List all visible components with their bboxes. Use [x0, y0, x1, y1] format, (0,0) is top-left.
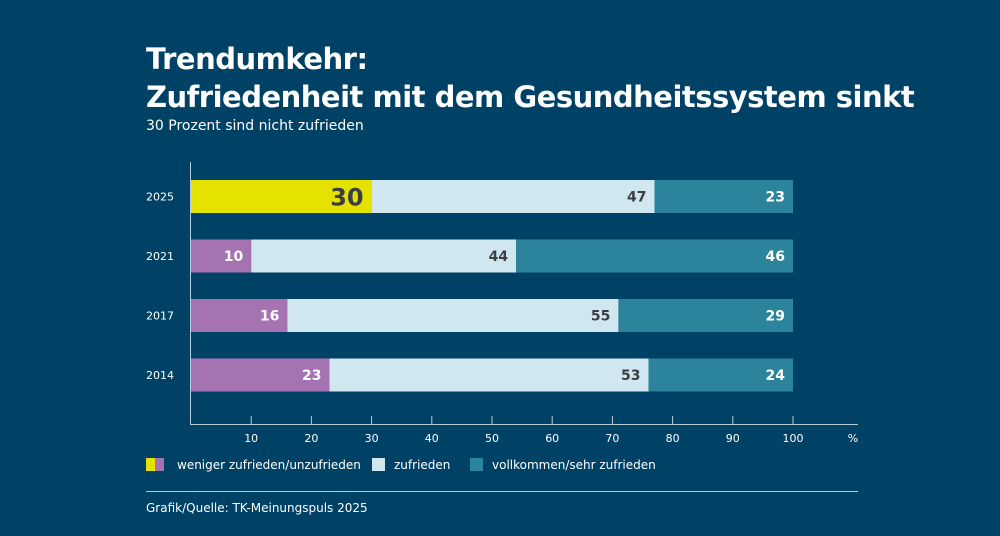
x-tick-label: 70	[605, 432, 619, 445]
legend-swatch	[470, 458, 483, 471]
data-label: 55	[591, 309, 610, 325]
x-tick-label: 80	[666, 432, 680, 445]
x-tick-label: 10	[244, 432, 258, 445]
data-label: 47	[627, 190, 646, 206]
data-label: 16	[260, 309, 279, 325]
legend-label: weniger zufrieden/unzufrieden	[177, 458, 361, 472]
data-label: 53	[621, 368, 640, 384]
category-label: 2025	[146, 191, 174, 204]
legend-label: zufrieden	[394, 458, 450, 472]
bar-segment	[648, 358, 793, 392]
data-label: 10	[224, 249, 244, 265]
bar-segment	[371, 180, 655, 213]
x-tick-label: 40	[425, 432, 439, 445]
bar-segment	[191, 239, 252, 273]
bar-segment	[618, 299, 793, 332]
legend-swatch	[155, 458, 164, 471]
data-label: 46	[766, 249, 785, 265]
bar-segment	[191, 358, 330, 392]
x-tick-label: 100	[783, 432, 804, 445]
bar-segment	[329, 358, 649, 392]
title-line-1: Trendumkehr:	[146, 42, 368, 76]
x-tick-label: 50	[485, 432, 499, 445]
category-label: 2017	[146, 310, 174, 323]
data-label: 23	[302, 368, 321, 384]
title-line-2: Zufriedenheit mit dem Gesundheitssystem …	[146, 80, 915, 114]
bar-segment	[654, 180, 793, 213]
bar-segment	[516, 239, 793, 273]
legend-swatch	[372, 458, 385, 471]
bar-segment	[251, 239, 517, 273]
x-tick-label: 90	[726, 432, 740, 445]
data-label: 23	[766, 190, 785, 206]
category-label: 2014	[146, 369, 174, 382]
chart-title: Trendumkehr: Zufriedenheit mit dem Gesun…	[146, 40, 915, 116]
bar-segment	[191, 299, 288, 332]
x-tick-label: 30	[365, 432, 379, 445]
x-tick-label: 60	[545, 432, 559, 445]
source-note: Grafik/Quelle: TK-Meinungspuls 2025	[146, 501, 368, 515]
bar-segment	[191, 180, 372, 213]
bar-segment	[287, 299, 619, 332]
data-label: 44	[489, 249, 509, 265]
data-label: 24	[766, 368, 786, 384]
data-label: 30	[330, 184, 363, 212]
category-label: 2021	[146, 250, 174, 263]
x-unit-label: %	[848, 432, 858, 445]
legend-swatch-highlight	[146, 458, 155, 471]
data-label: 29	[766, 309, 785, 325]
legend-label: vollkommen/sehr zufrieden	[492, 458, 656, 472]
x-tick-label: 20	[304, 432, 318, 445]
chart-subtitle: 30 Prozent sind nicht zufrieden	[146, 118, 364, 134]
